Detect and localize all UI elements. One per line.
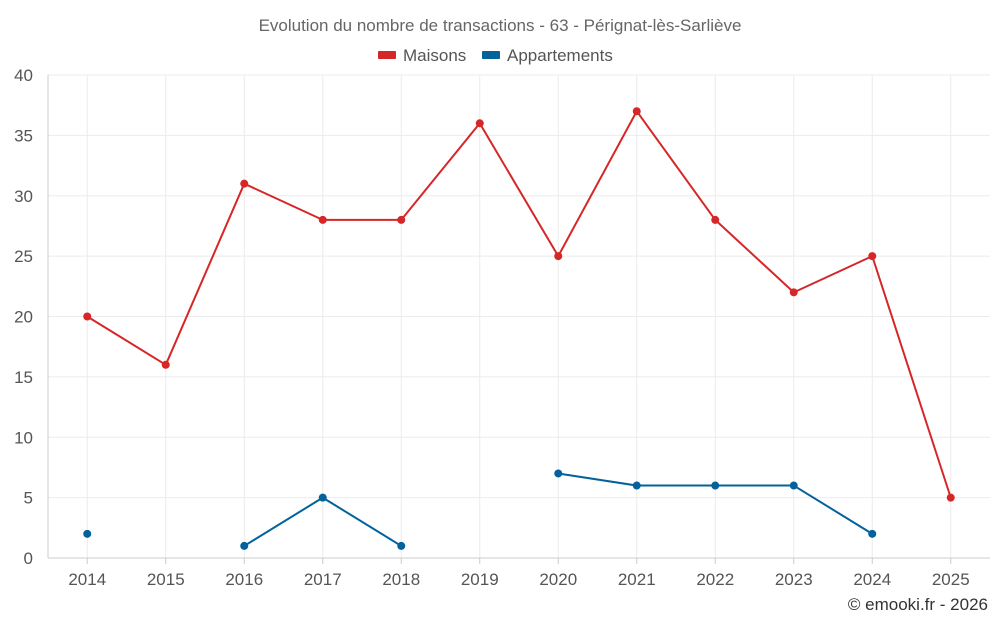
- data-point-maisons[interactable]: [868, 252, 877, 261]
- data-point-maisons[interactable]: [946, 493, 955, 502]
- series: [83, 107, 955, 550]
- x-tick-label: 2024: [853, 570, 891, 589]
- x-tick-label: 2023: [775, 570, 813, 589]
- chart-title: Evolution du nombre de transactions - 63…: [259, 16, 742, 35]
- data-point-appartements[interactable]: [83, 529, 92, 538]
- credit-text: © emooki.fr - 2026: [848, 595, 988, 614]
- data-point-maisons[interactable]: [475, 119, 484, 128]
- y-tick-label: 40: [14, 66, 33, 85]
- x-tick-label: 2015: [147, 570, 185, 589]
- x-tick-label: 2017: [304, 570, 342, 589]
- y-tick-label: 0: [24, 549, 33, 568]
- data-point-appartements[interactable]: [789, 481, 798, 490]
- legend: Maisons Appartements: [378, 46, 613, 65]
- data-point-maisons[interactable]: [554, 252, 563, 261]
- data-point-maisons[interactable]: [240, 179, 249, 188]
- data-point-appartements[interactable]: [711, 481, 720, 490]
- y-tick-label: 15: [14, 368, 33, 387]
- x-tick-label: 2016: [225, 570, 263, 589]
- y-tick-label: 20: [14, 308, 33, 327]
- series-maisons: [83, 107, 955, 502]
- y-tick-label: 10: [14, 428, 33, 447]
- data-point-appartements[interactable]: [397, 541, 406, 550]
- x-tick-label: 2025: [932, 570, 970, 589]
- series-appartements: [83, 469, 877, 550]
- data-point-maisons[interactable]: [83, 312, 92, 321]
- data-point-appartements[interactable]: [868, 529, 877, 538]
- x-tick-label: 2014: [68, 570, 106, 589]
- data-point-appartements[interactable]: [318, 493, 327, 502]
- x-tick-label: 2020: [539, 570, 577, 589]
- data-point-appartements[interactable]: [632, 481, 641, 490]
- data-point-appartements[interactable]: [554, 469, 563, 478]
- data-point-maisons[interactable]: [397, 215, 406, 224]
- y-tick-label: 5: [24, 489, 33, 508]
- x-tick-label: 2018: [382, 570, 420, 589]
- series-line-maisons: [86, 110, 952, 498]
- x-tick-label: 2022: [696, 570, 734, 589]
- y-tick-label: 35: [14, 126, 33, 145]
- grid: [48, 74, 990, 558]
- data-point-maisons[interactable]: [318, 215, 327, 224]
- data-point-appartements[interactable]: [240, 541, 249, 550]
- legend-label-appartements: Appartements: [507, 46, 613, 65]
- legend-item-maisons[interactable]: Maisons: [378, 46, 466, 65]
- y-tick-label: 30: [14, 187, 33, 206]
- legend-label-maisons: Maisons: [403, 46, 466, 65]
- data-point-maisons[interactable]: [789, 288, 798, 297]
- x-tick-label: 2019: [461, 570, 499, 589]
- data-point-maisons[interactable]: [632, 107, 641, 116]
- data-point-maisons[interactable]: [711, 215, 720, 224]
- legend-swatch-appartements: [482, 51, 500, 59]
- legend-swatch-maisons: [378, 51, 396, 59]
- legend-item-appartements[interactable]: Appartements: [482, 46, 613, 65]
- data-point-maisons[interactable]: [161, 360, 170, 369]
- x-tick-label: 2021: [618, 570, 656, 589]
- y-tick-label: 25: [14, 247, 33, 266]
